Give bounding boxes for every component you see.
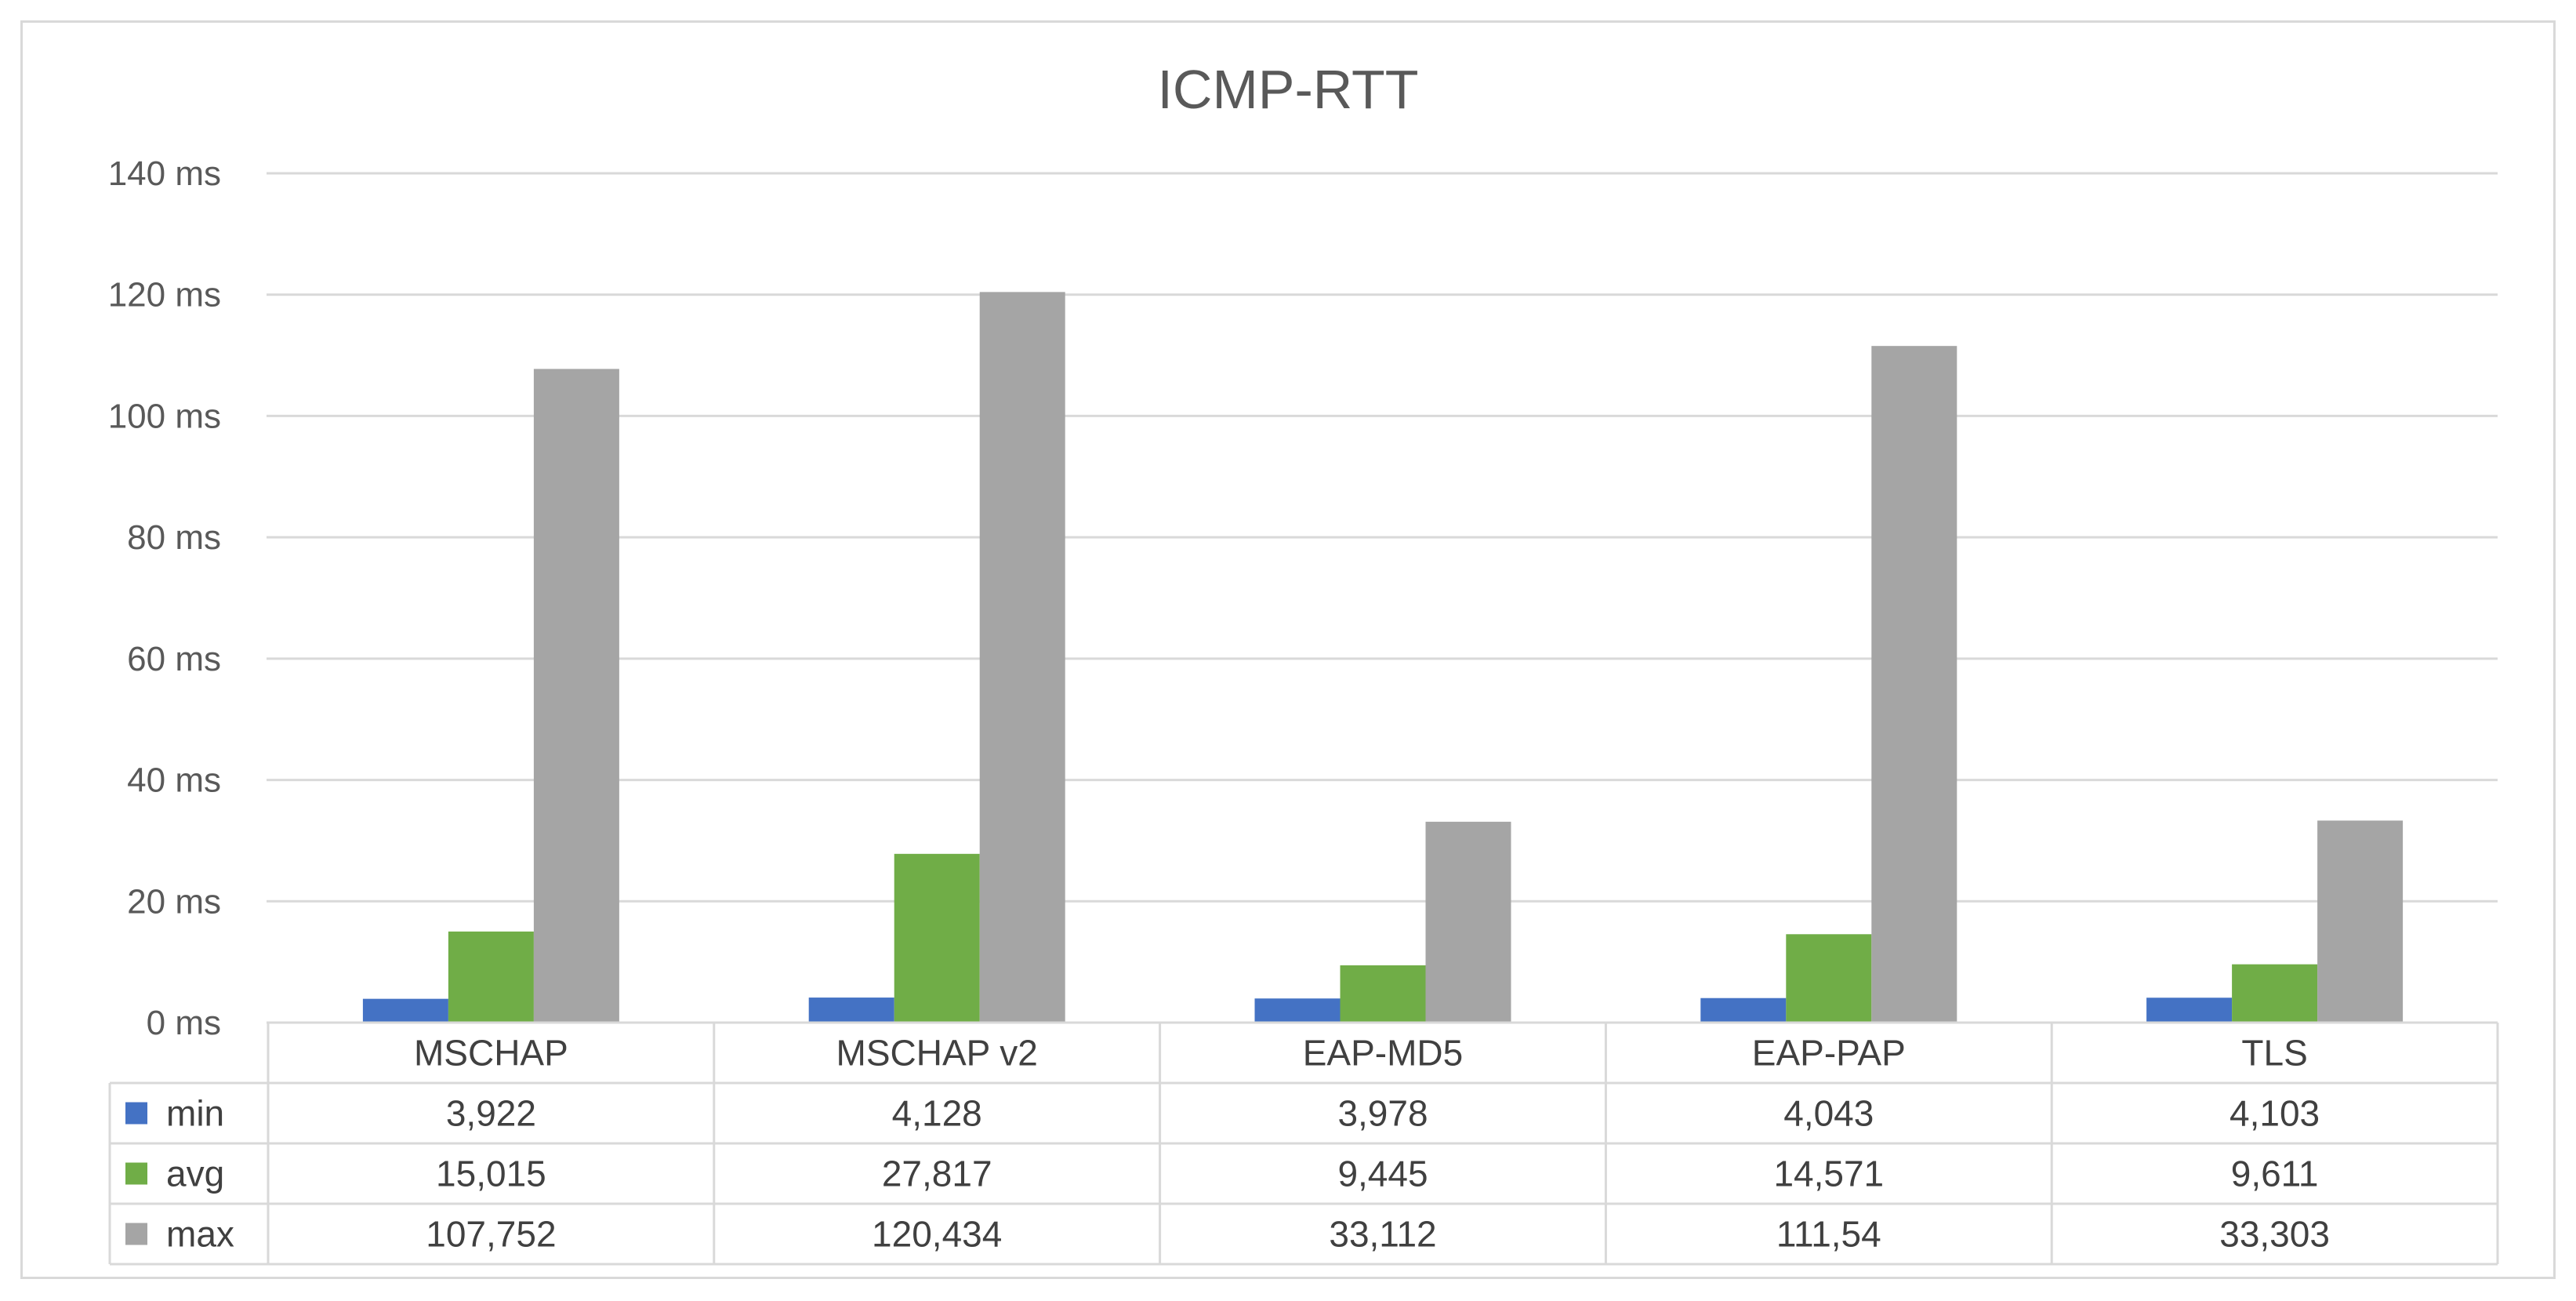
- bar-avg: [1340, 965, 1426, 1023]
- category-label: MSCHAP v2: [836, 1033, 1038, 1074]
- bar-avg: [448, 931, 534, 1023]
- chart-frame: [20, 20, 2556, 1279]
- category-label: MSCHAP: [414, 1033, 568, 1074]
- bar-avg: [1786, 934, 1872, 1023]
- data-label-max: 33,303: [2219, 1214, 2330, 1255]
- data-label-min: 3,922: [446, 1093, 536, 1134]
- y-tick-label: 20 ms: [127, 882, 221, 921]
- bar-min: [1700, 998, 1787, 1023]
- bar-min: [2146, 998, 2233, 1023]
- data-label-max: 33,112: [1329, 1214, 1436, 1255]
- legend-label-max: max: [166, 1214, 234, 1255]
- data-label-avg: 14,571: [1773, 1154, 1884, 1194]
- data-label-min: 4,103: [2230, 1093, 2320, 1134]
- data-label-avg: 15,015: [436, 1154, 546, 1194]
- legend-swatch-min: [125, 1102, 147, 1125]
- bar-min: [808, 998, 894, 1023]
- bar-max: [1871, 346, 1957, 1023]
- y-tick-label: 100 ms: [108, 397, 221, 435]
- data-label-min: 4,043: [1783, 1093, 1874, 1134]
- category-label: EAP-PAP: [1752, 1033, 1906, 1074]
- bar-max: [2317, 820, 2404, 1023]
- y-tick-label: 120 ms: [108, 276, 221, 314]
- bar-max: [979, 292, 1065, 1023]
- chart-title: ICMP-RTT: [1157, 59, 1418, 120]
- bar-max: [533, 369, 619, 1023]
- legend-swatch-max: [125, 1223, 147, 1245]
- y-axis-ticks: 0 ms 20 ms 40 ms 60 ms 80 ms 100 ms 120 ms 140 …: [108, 154, 221, 1042]
- data-label-max: 111,54: [1776, 1214, 1881, 1255]
- bar-min: [362, 998, 448, 1023]
- data-label-max: 120,434: [872, 1214, 1002, 1255]
- bar-avg: [894, 853, 980, 1023]
- data-table: MSCHAP MSCHAP v2 EAP-MD5 EAP-PAP TLS min 3,922…: [108, 1021, 2499, 1266]
- data-label-max: 107,752: [426, 1214, 556, 1255]
- legend-label-avg: avg: [166, 1154, 224, 1194]
- data-label-avg: 9,445: [1337, 1154, 1428, 1194]
- y-tick-label: 40 ms: [127, 761, 221, 800]
- y-tick-label: 140 ms: [108, 154, 221, 193]
- legend-label-min: min: [166, 1093, 224, 1134]
- category-label: EAP-MD5: [1303, 1033, 1463, 1074]
- bar-min: [1254, 998, 1341, 1023]
- data-label-min: 3,978: [1337, 1093, 1428, 1134]
- y-tick-label: 80 ms: [127, 518, 221, 557]
- data-label-min: 4,128: [892, 1093, 982, 1134]
- data-label-avg: 27,817: [882, 1154, 992, 1194]
- bars: [362, 292, 2404, 1023]
- data-label-avg: 9,611: [2231, 1154, 2319, 1194]
- y-tick-label: 0 ms: [147, 1004, 221, 1042]
- bar-max: [1425, 821, 1511, 1023]
- y-tick-label: 60 ms: [127, 640, 221, 678]
- legend-swatch-avg: [125, 1162, 147, 1185]
- category-label: TLS: [2241, 1033, 2307, 1074]
- bar-avg: [2232, 964, 2318, 1023]
